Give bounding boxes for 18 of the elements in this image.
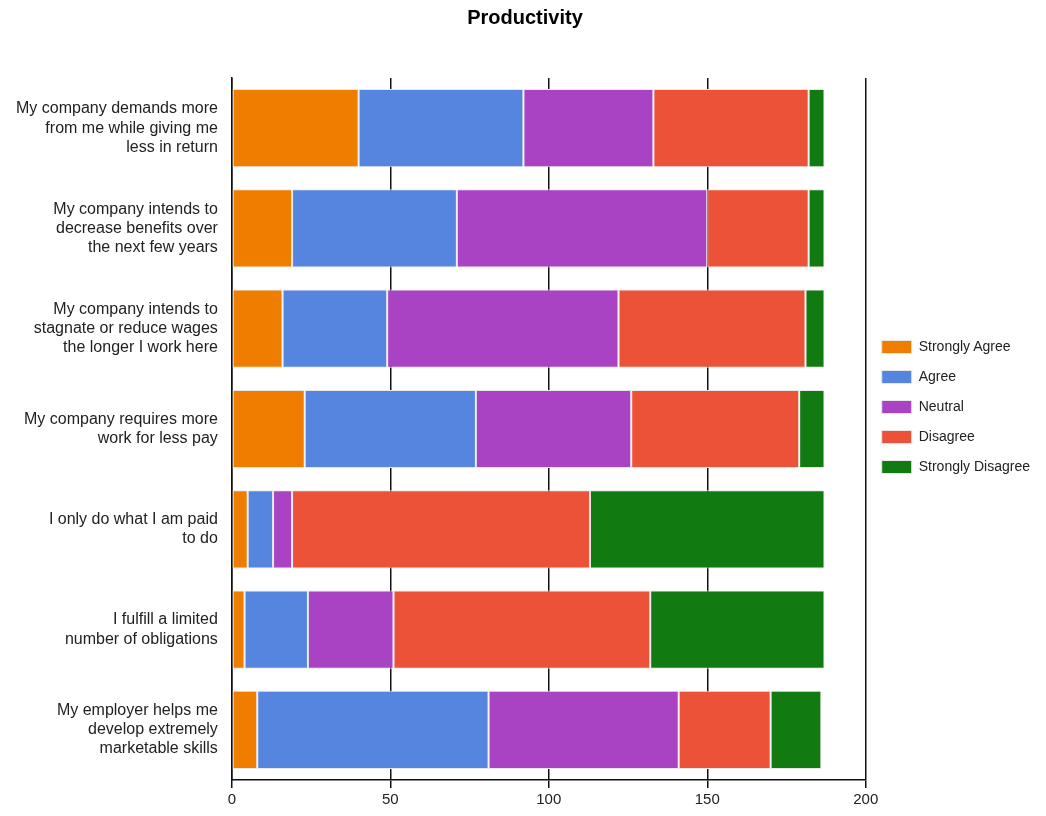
x-tick-label: 150 — [694, 790, 720, 808]
legend-label: Agree — [918, 367, 957, 384]
legend-label: Disagree — [918, 427, 975, 444]
legend-label: Strongly Agree — [918, 337, 1011, 354]
legend-label: Strongly Disagree — [918, 457, 1031, 474]
x-tick-label: 200 — [853, 790, 879, 808]
y-tick-label: I only do what I am paid to do — [48, 510, 218, 547]
y-tick-label: My company intends to decrease benefits over the next few years — [53, 199, 219, 256]
chart-title: Productivity — [467, 5, 584, 28]
x-tick-label: 100 — [536, 790, 562, 808]
y-tick-label: My company requires more work for less pay — [24, 409, 218, 447]
x-tick-label: 0 — [227, 790, 237, 808]
y-tick-label: My employer helps me develop extremely marketable skills — [56, 701, 218, 757]
y-tick-label: I fulfill a limited number of obligations — [64, 610, 218, 647]
legend-label: Neutral — [918, 397, 964, 414]
y-tick-label: My company intends to stagnate or reduce wages the longer I work here — [33, 299, 218, 356]
y-tick-label: My company demands more from me while giving me less in return — [16, 99, 218, 155]
x-tick-label: 50 — [381, 790, 399, 808]
